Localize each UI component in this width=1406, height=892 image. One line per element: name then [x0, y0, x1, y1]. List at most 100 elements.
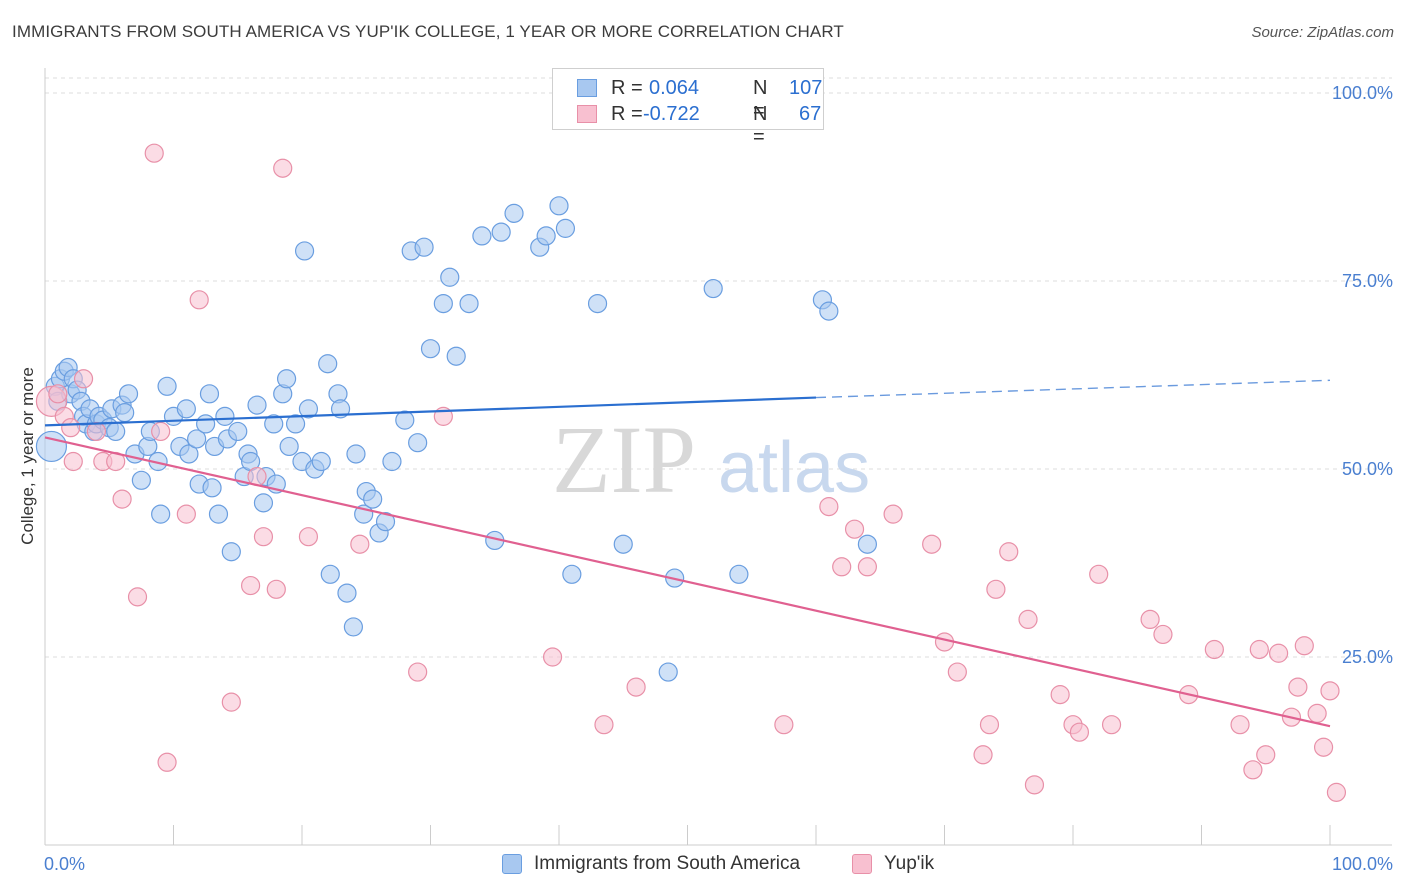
- immigrants-point: [330, 399, 351, 419]
- immigrants-point: [433, 293, 453, 314]
- immigrants-point: [459, 293, 479, 314]
- immigrants-point: [446, 346, 466, 366]
- yupik-point: [1268, 643, 1289, 663]
- yupik-point: [112, 489, 132, 509]
- yupik-point: [350, 534, 370, 554]
- immigrants-point: [472, 226, 492, 246]
- immigrants-point: [819, 301, 839, 321]
- immigrants-point: [196, 414, 216, 434]
- immigrants-point: [221, 542, 241, 562]
- yupik-point: [1288, 677, 1308, 697]
- immigrants-point: [395, 410, 415, 430]
- series-legend: Immigrants from South America Yup'ik: [0, 852, 1406, 876]
- yupik-point: [1024, 775, 1045, 795]
- y-axis-label: College, 1 year or more: [18, 367, 37, 545]
- yupik-point: [408, 662, 428, 682]
- yupik-point: [999, 542, 1019, 562]
- immigrants-point: [555, 218, 576, 238]
- immigrants-point: [320, 564, 340, 584]
- immigrants-point: [253, 493, 274, 513]
- immigrants-point: [337, 583, 357, 603]
- immigrants-point: [179, 444, 199, 464]
- x-tick-label-max: 100.0%: [1332, 854, 1393, 874]
- y-tick-label: 50.0%: [1342, 459, 1393, 479]
- immigrants-point: [279, 436, 299, 457]
- yupik-point: [48, 384, 68, 404]
- yupik-point: [922, 534, 942, 554]
- yupik-point: [189, 290, 209, 310]
- immigrants-point: [285, 414, 306, 434]
- x-tick-label-min: 0.0%: [44, 854, 85, 874]
- series-immigrants-points: [35, 196, 878, 682]
- yupik-point: [594, 715, 614, 735]
- immigrants-point: [157, 376, 177, 396]
- yupik-point: [1313, 737, 1334, 757]
- yupik-point: [273, 158, 293, 178]
- immigrants-point: [613, 534, 633, 554]
- immigrants-point: [382, 451, 402, 472]
- yupik-point: [1320, 681, 1340, 701]
- immigrants-point: [587, 293, 608, 314]
- series-legend-swatch-pink: [852, 854, 872, 874]
- yupik-point: [1101, 715, 1122, 735]
- yupik-point: [63, 451, 83, 472]
- yupik-point: [774, 715, 794, 735]
- legend-n-label: N =: [753, 103, 768, 148]
- legend-swatch-pink: [577, 105, 597, 123]
- legend-r-label: R =: [611, 77, 643, 99]
- immigrants-point: [491, 222, 511, 242]
- series-legend-label: Immigrants from South America: [534, 853, 801, 874]
- legend-swatch-blue: [577, 79, 597, 97]
- y-tick-label: 75.0%: [1342, 271, 1393, 291]
- yupik-point: [1256, 745, 1276, 765]
- yupik-point: [151, 421, 171, 442]
- immigrants-point: [35, 430, 68, 463]
- yupik-point: [986, 579, 1006, 599]
- yupik-point: [1050, 685, 1070, 705]
- yupik-point: [61, 418, 81, 438]
- yupik-point: [253, 527, 274, 547]
- immigrants-point: [549, 196, 569, 216]
- y-tick-label: 25.0%: [1342, 647, 1393, 667]
- immigrants-point: [202, 478, 222, 498]
- immigrants-point: [208, 504, 229, 524]
- yupik-point: [542, 647, 563, 667]
- yupik-point: [1089, 564, 1109, 584]
- series-legend-label: Yup'ik: [884, 853, 935, 874]
- yupik-point: [844, 519, 865, 539]
- watermark-atlas: atlas: [718, 428, 870, 508]
- series-legend-swatch-blue: [502, 854, 522, 874]
- immigrants-point: [187, 429, 207, 449]
- immigrants-point: [363, 489, 383, 509]
- immigrants-point: [658, 662, 678, 682]
- immigrants-point: [346, 444, 366, 464]
- legend-n-label: N =: [753, 77, 768, 122]
- legend-n-value: 67: [799, 103, 822, 125]
- yupik-point: [73, 369, 94, 389]
- yupik-point: [1249, 639, 1269, 660]
- immigrants-point: [298, 399, 319, 419]
- immigrants-point: [276, 369, 297, 389]
- immigrants-point: [311, 451, 331, 472]
- immigrants-point: [562, 564, 582, 584]
- immigrants-point: [504, 203, 524, 223]
- yupik-point: [626, 677, 646, 697]
- yupik-point: [241, 575, 261, 596]
- yupik-point: [947, 662, 967, 682]
- chart-title: IMMIGRANTS FROM SOUTH AMERICA VS YUP'IK …: [12, 22, 844, 41]
- yupik-point: [819, 497, 839, 517]
- yupik-point: [1069, 722, 1090, 742]
- yupik-point: [1307, 703, 1327, 724]
- yupik-trend-line: [44, 436, 1331, 728]
- immigrants-point: [199, 384, 220, 404]
- yupik-point: [973, 745, 993, 765]
- immigrants-point: [215, 406, 235, 426]
- x-tick-labels: 0.0% 100.0%: [44, 854, 1393, 874]
- y-tick-labels: 25.0% 50.0% 75.0% 100.0%: [1332, 83, 1393, 667]
- immigrants-point: [131, 470, 151, 490]
- yupik-point: [857, 557, 878, 577]
- yupik-point: [1018, 609, 1038, 630]
- immigrants-point: [247, 395, 267, 415]
- grid-lines: [45, 77, 1392, 658]
- immigrants-point: [414, 237, 434, 257]
